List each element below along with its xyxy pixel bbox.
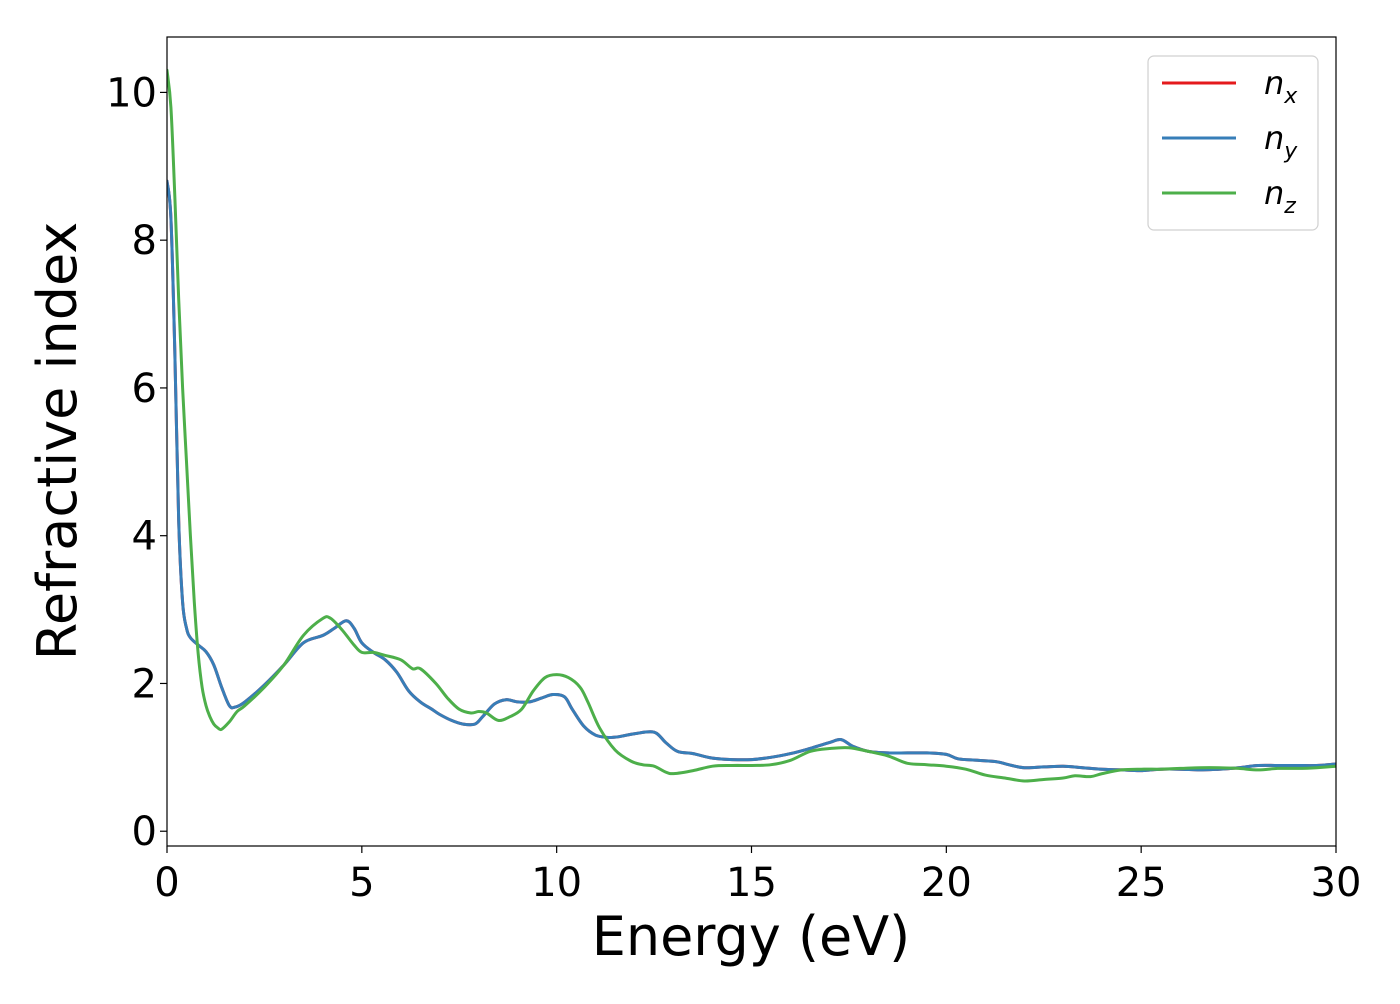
y-tick-label: 4 — [132, 514, 157, 560]
y-tick-label: 0 — [132, 809, 157, 855]
y-axis-ticks: 0 2 4 6 8 10 — [106, 70, 167, 855]
series-line-n-x — [167, 179, 1336, 773]
x-tick-label: 5 — [349, 860, 374, 906]
x-tick-label: 30 — [1311, 860, 1362, 906]
x-tick-label: 0 — [154, 860, 179, 906]
series-line-n-z — [167, 68, 1336, 783]
legend-label-subscript: z — [1283, 194, 1296, 219]
y-axis-title: Refractive index — [26, 222, 89, 661]
legend-label-subscript: x — [1283, 84, 1298, 109]
y-tick-label: 6 — [132, 366, 157, 412]
x-axis-ticks: 0 5 10 15 20 25 30 — [154, 846, 1361, 906]
x-tick-label: 25 — [1116, 860, 1167, 906]
x-tick-label: 10 — [531, 860, 582, 906]
legend-box — [1147, 55, 1319, 231]
y-tick-label: 8 — [132, 218, 157, 264]
y-tick-label: 10 — [106, 70, 157, 116]
x-tick-label: 15 — [726, 860, 777, 906]
series-line-n-y — [167, 179, 1336, 773]
legend-label-subscript: y — [1283, 139, 1298, 164]
x-axis-title: Energy (eV) — [592, 905, 911, 968]
y-tick-label: 2 — [132, 661, 157, 707]
x-tick-label: 20 — [921, 860, 972, 906]
series-layer — [167, 68, 1336, 783]
